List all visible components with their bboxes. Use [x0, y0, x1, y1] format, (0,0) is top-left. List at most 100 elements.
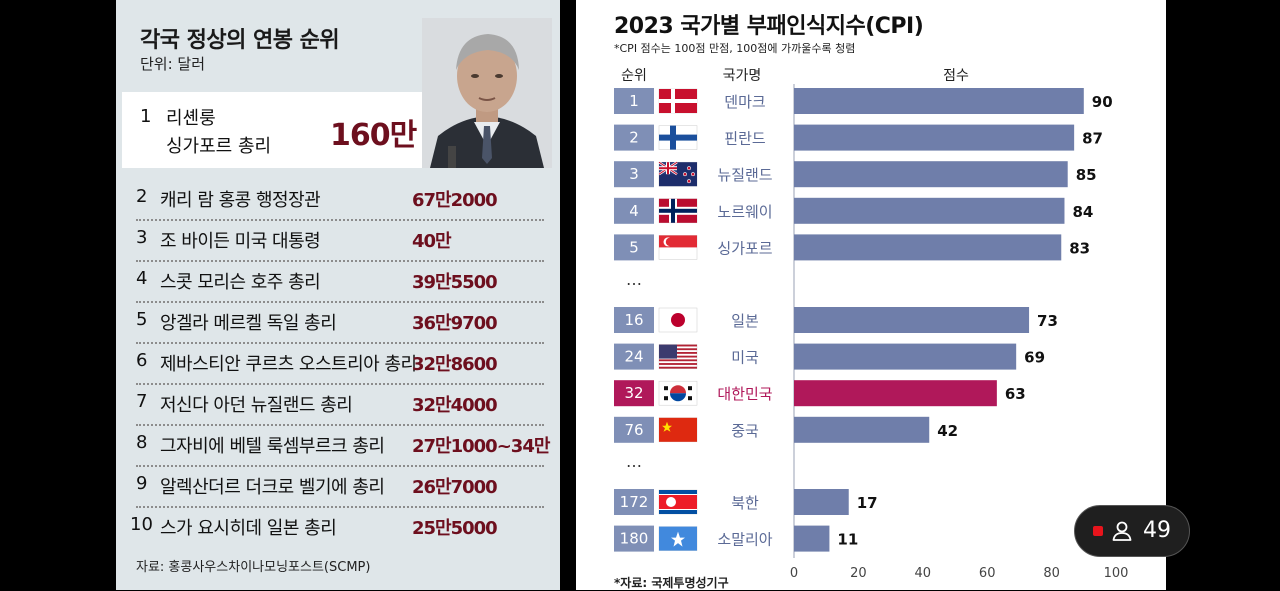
ellipsis-marker: …	[626, 452, 642, 471]
rank-column-header: 순위	[621, 68, 647, 84]
rank-label: 1	[629, 92, 639, 110]
score-bar	[794, 307, 1030, 333]
x-tick-label: 0	[790, 566, 798, 581]
rank-box	[614, 161, 654, 188]
singapore-flag	[658, 235, 698, 260]
salary-row: 9 알렉산더르 더크로 벨기에 총리 26만7000	[136, 465, 544, 508]
cpi-source-note: *자료: 국제투명성기구	[614, 576, 729, 590]
china-flag	[658, 417, 698, 443]
person-icon	[1112, 521, 1132, 541]
salary-rank: 6	[136, 350, 148, 371]
country-column-header: 국가명	[723, 68, 762, 84]
cpi-chart: 순위 국가명 점수 … … 1 덴마크 90 2 핀란드 87 3 뉴질랜드 85 4 노르웨이 84 5 싱가포르…	[614, 68, 1129, 581]
score-column-header: 점수	[943, 68, 969, 84]
salary-row: 3 조 바이든 미국 대통령 40만	[136, 219, 544, 262]
salary-name: 캐리 람 홍콩 행정장관	[160, 190, 321, 211]
top-ranked-row: 1 리셴룽 싱가포르 총리 160만	[122, 18, 552, 168]
salary-value: 32만8600	[412, 354, 498, 375]
salary-name: 알렉산더르 더크로 벨기에 총리	[160, 477, 385, 498]
salary-rank: 3	[136, 227, 148, 248]
somalia-flag	[658, 526, 698, 551]
score-bar	[794, 489, 849, 515]
country-label: 일본	[731, 312, 759, 330]
score-value-label: 63	[1005, 385, 1026, 403]
salary-name: 앙겔라 메르켈 독일 총리	[160, 313, 337, 334]
rank-label: 180	[620, 530, 649, 548]
score-value-label: 11	[837, 531, 858, 549]
rank-label: 4	[629, 202, 639, 220]
salary-rank: 10	[130, 514, 153, 535]
top-name: 리셴룽	[166, 108, 216, 129]
rank-box	[614, 525, 654, 552]
country-label: 싱가포르	[717, 239, 772, 257]
score-value-label: 42	[937, 422, 958, 440]
korea-flag	[658, 380, 698, 406]
salary-value: 25만5000	[412, 518, 498, 539]
salary-row: 6 제바스티안 쿠르츠 오스트리아 총리 32만8600	[136, 342, 544, 385]
x-tick-label: 80	[1043, 566, 1060, 581]
salary-name: 스가 요시히데 일본 총리	[160, 518, 337, 539]
salary-value: 67만2000	[412, 190, 498, 211]
salary-value: 26만7000	[412, 477, 498, 498]
rank-label: 32	[624, 384, 643, 402]
ellipsis-marker: …	[626, 270, 642, 289]
portrait-photo	[422, 18, 552, 168]
salary-value: 32만4000	[412, 395, 498, 416]
denmark-flag	[658, 88, 698, 114]
score-value-label: 73	[1037, 312, 1058, 330]
rank-box	[614, 380, 654, 407]
salary-source-note: 자료: 홍콩사우스차이나모닝포스트(SCMP)	[136, 560, 371, 575]
rank-label: 172	[620, 493, 649, 511]
top-rank: 1	[140, 106, 152, 127]
salary-row: 4 스콧 모리슨 호주 총리 39만5500	[136, 260, 544, 303]
score-bar	[794, 88, 1084, 114]
rank-label: 2	[629, 129, 639, 147]
score-bar	[794, 161, 1068, 188]
x-tick-label: 100	[1104, 566, 1129, 581]
score-bar	[794, 197, 1065, 224]
rank-label: 16	[624, 311, 643, 329]
rank-box	[614, 307, 654, 333]
score-value-label: 83	[1069, 239, 1090, 257]
salary-rank: 5	[136, 309, 148, 330]
salary-row: 8 그자비에 베텔 룩셈부르크 총리 27만1000~34만	[136, 424, 550, 467]
norway-flag	[658, 198, 698, 224]
live-viewer-badge[interactable]: 49	[1074, 505, 1190, 557]
salary-name: 조 바이든 미국 대통령	[160, 231, 321, 252]
salary-row: 2 캐리 람 홍콩 행정장관 67만2000	[136, 178, 544, 221]
x-tick-label: 20	[850, 566, 867, 581]
rank-box	[614, 489, 654, 515]
cpi-chart-panel: 순위 국가명 점수 … … 1 덴마크 90 2 핀란드 87 3 뉴질랜드 85 4 노르웨이 84 5 싱가포르…	[576, 0, 1166, 590]
salary-name: 저신다 아던 뉴질랜드 총리	[160, 395, 353, 416]
salary-row: 5 앙겔라 메르켈 독일 총리 36만9700	[136, 301, 544, 344]
country-label: 덴마크	[724, 93, 765, 111]
salary-rank: 2	[136, 186, 148, 207]
country-label: 중국	[731, 422, 759, 440]
score-value-label: 69	[1024, 349, 1045, 367]
salary-name: 그자비에 베텔 룩셈부르크 총리	[160, 436, 385, 457]
new-zealand-flag	[658, 161, 698, 187]
score-bar	[794, 525, 830, 552]
north-korea-flag	[658, 489, 698, 515]
salary-value: 27만1000~34만	[412, 436, 550, 457]
salary-value: 36만9700	[412, 313, 498, 334]
salary-unit-label: 단위: 달러	[140, 55, 206, 73]
rank-label: 76	[624, 421, 643, 439]
japan-flag	[658, 307, 698, 333]
country-label: 노르웨이	[717, 203, 772, 221]
rank-label: 24	[624, 348, 643, 366]
score-bar	[794, 380, 997, 407]
salary-row: 7 저신다 아던 뉴질랜드 총리 32만4000	[136, 383, 544, 426]
salary-value: 40만	[412, 231, 452, 252]
country-label: 북한	[731, 494, 759, 512]
salary-rank: 7	[136, 391, 148, 412]
score-value-label: 84	[1072, 203, 1093, 221]
salary-name: 제바스티안 쿠르츠 오스트리아 총리	[160, 354, 417, 375]
salary-value: 39만5500	[412, 272, 498, 293]
rank-box	[614, 343, 654, 370]
salary-rank: 4	[136, 268, 148, 289]
score-bar	[794, 416, 930, 443]
rank-label: 5	[629, 238, 639, 256]
score-bar	[794, 124, 1075, 151]
rank-box	[614, 416, 654, 443]
